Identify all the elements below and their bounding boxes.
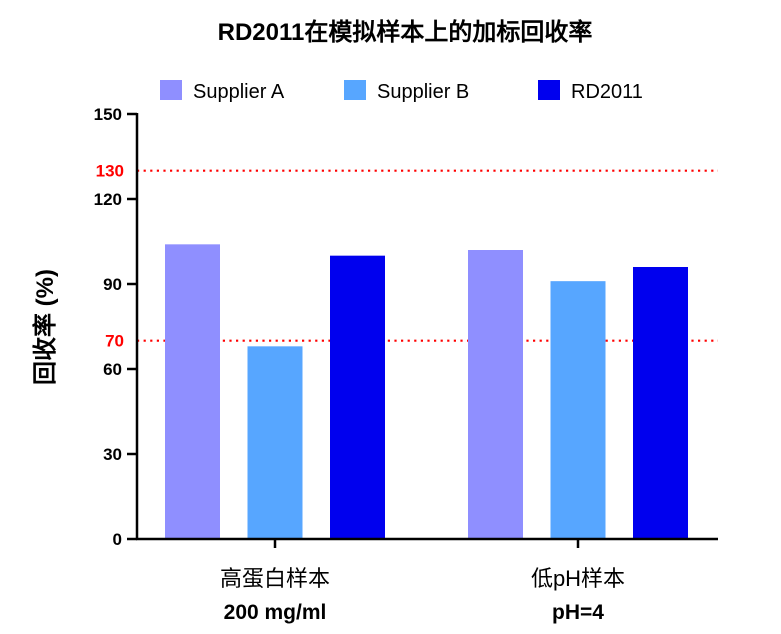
category-labels: 高蛋白样本 200 mg/ml 低pH样本 pH=4: [220, 566, 625, 624]
bar-supplier-b-category-2: [550, 281, 606, 539]
bar-rd2011-category-1: [330, 255, 385, 539]
category-label-1: 高蛋白样本: [220, 566, 330, 591]
y-tick-label-60: 60: [103, 360, 122, 379]
legend-label-supplier-a: Supplier A: [193, 81, 285, 103]
legend-swatch-supplier-a: [160, 80, 182, 100]
y-axis-title: 回收率 (%): [31, 269, 59, 385]
bar-supplier-b-category-1: [247, 346, 303, 539]
bar-supplier-a-category-1: [165, 244, 220, 540]
y-tick-label-120: 120: [94, 190, 122, 209]
category-sublabel-1: 200 mg/ml: [224, 601, 327, 624]
legend-label-supplier-b: Supplier B: [377, 81, 469, 103]
bar-rd2011-category-2: [633, 267, 688, 539]
reference-line-label-130: 130: [96, 162, 124, 181]
legend-swatch-rd2011: [538, 80, 560, 100]
y-tick-label-150: 150: [94, 105, 122, 124]
category-sublabel-2: pH=4: [552, 601, 604, 624]
axes: 0 30 60 90 120 150: [94, 105, 718, 549]
legend-label-rd2011: RD2011: [571, 81, 643, 103]
reference-line-label-70: 70: [105, 332, 124, 351]
bar-supplier-a-category-2: [468, 250, 523, 539]
y-tick-label-30: 30: [103, 445, 122, 464]
legend-swatch-supplier-b: [344, 80, 366, 100]
bars: [165, 244, 688, 540]
reference-lines: 130 70: [96, 162, 718, 351]
legend: Supplier A Supplier B RD2011: [160, 80, 643, 103]
y-tick-label-0: 0: [113, 530, 122, 549]
category-label-2: 低pH样本: [531, 566, 625, 591]
chart-title: RD2011在模拟样本上的加标回收率: [218, 18, 593, 46]
y-tick-label-90: 90: [103, 275, 122, 294]
